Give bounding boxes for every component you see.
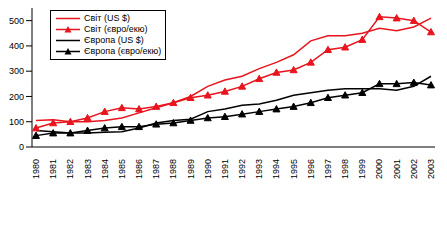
svg-text:2003: 2003 bbox=[426, 159, 436, 179]
html-text:Європа (US $): Європа (US $) bbox=[84, 35, 144, 45]
svg-text:2001: 2001 bbox=[392, 159, 402, 179]
svg-text:1993: 1993 bbox=[254, 159, 264, 179]
html-text:Світ (євро/екю): Світ (євро/екю) bbox=[84, 24, 148, 34]
svg-text:1997: 1997 bbox=[323, 159, 333, 179]
svg-text:1991: 1991 bbox=[220, 159, 230, 179]
svg-text:1981: 1981 bbox=[48, 159, 58, 179]
svg-text:1994: 1994 bbox=[271, 159, 281, 179]
svg-text:100: 100 bbox=[9, 117, 24, 127]
html-text:Європа (євро/екю): Європа (євро/екю) bbox=[84, 46, 162, 56]
svg-text:2000: 2000 bbox=[374, 159, 384, 179]
svg-text:1986: 1986 bbox=[134, 159, 144, 179]
svg-text:2002: 2002 bbox=[409, 159, 419, 179]
svg-text:1992: 1992 bbox=[237, 159, 247, 179]
svg-text:1988: 1988 bbox=[168, 159, 178, 179]
svg-text:0: 0 bbox=[19, 142, 24, 152]
html-text:Світ (US $): Світ (US $) bbox=[84, 13, 130, 23]
svg-text:1989: 1989 bbox=[186, 159, 196, 179]
svg-text:200: 200 bbox=[9, 92, 24, 102]
svg-text:1998: 1998 bbox=[340, 159, 350, 179]
svg-text:300: 300 bbox=[9, 66, 24, 76]
svg-text:1983: 1983 bbox=[83, 159, 93, 179]
svg-text:1980: 1980 bbox=[31, 159, 41, 179]
svg-text:1996: 1996 bbox=[306, 159, 316, 179]
svg-text:400: 400 bbox=[9, 41, 24, 51]
svg-text:1995: 1995 bbox=[289, 159, 299, 179]
svg-text:1987: 1987 bbox=[151, 159, 161, 179]
svg-text:1985: 1985 bbox=[117, 159, 127, 179]
svg-text:500: 500 bbox=[9, 16, 24, 26]
svg-text:1982: 1982 bbox=[65, 159, 75, 179]
svg-text:1984: 1984 bbox=[100, 159, 110, 179]
svg-text:1999: 1999 bbox=[357, 159, 367, 179]
svg-text:1990: 1990 bbox=[203, 159, 213, 179]
